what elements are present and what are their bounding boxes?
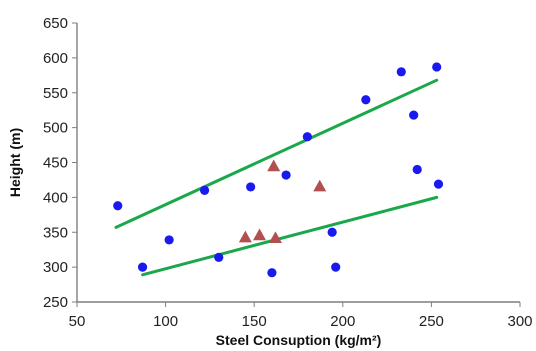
y-tick-label: 500: [43, 120, 68, 137]
triangle-point: [268, 231, 282, 244]
circle-point: [409, 110, 419, 120]
y-tick-label: 300: [43, 259, 68, 276]
y-tick-label: 400: [43, 189, 68, 206]
circle-point: [412, 164, 422, 175]
circle-point: [327, 227, 337, 237]
x-tick-label: 300: [507, 313, 532, 330]
x-tick-label: 100: [153, 313, 178, 330]
triangle-point: [253, 228, 267, 241]
trendline: [141, 195, 439, 277]
data-points: [113, 62, 444, 278]
y-tick-label: 450: [43, 155, 68, 172]
circle-point: [433, 179, 444, 189]
y-tick-label: 600: [43, 50, 68, 67]
y-tick-label: 350: [43, 224, 68, 241]
trendline: [114, 78, 439, 229]
trendlines: [114, 78, 439, 277]
x-tick-label: 50: [69, 313, 86, 330]
triangle-point: [313, 179, 327, 192]
axes: [76, 23, 520, 303]
circle-point: [113, 201, 123, 211]
circle-point: [267, 268, 277, 278]
x-tick-label: 250: [419, 313, 444, 330]
x-ticks: 50 100 150 200 250 300: [69, 302, 533, 330]
y-tick-label: 250: [43, 294, 68, 311]
circle-point: [214, 252, 224, 262]
circle-point: [396, 67, 406, 77]
x-tick-label: 200: [330, 313, 355, 330]
circle-point: [281, 170, 291, 180]
circle-point: [432, 62, 442, 72]
x-axis-title: Steel Consuption (kg/m²): [216, 332, 382, 348]
circle-point: [199, 185, 210, 195]
triangle-point: [238, 230, 252, 243]
circle-point: [361, 95, 371, 105]
circle-point: [302, 132, 312, 142]
circle-point: [246, 182, 256, 192]
y-axis-title: Height (m): [7, 128, 23, 197]
y-tick-label: 650: [43, 15, 68, 32]
circle-point: [164, 235, 174, 245]
circle-point: [331, 262, 341, 272]
y-ticks: 250 300 350 400 450 500 550 600 650: [43, 15, 77, 311]
y-tick-label: 550: [43, 85, 68, 102]
triangle-point: [267, 159, 281, 172]
circle-point: [137, 262, 148, 272]
x-tick-label: 150: [242, 313, 267, 330]
